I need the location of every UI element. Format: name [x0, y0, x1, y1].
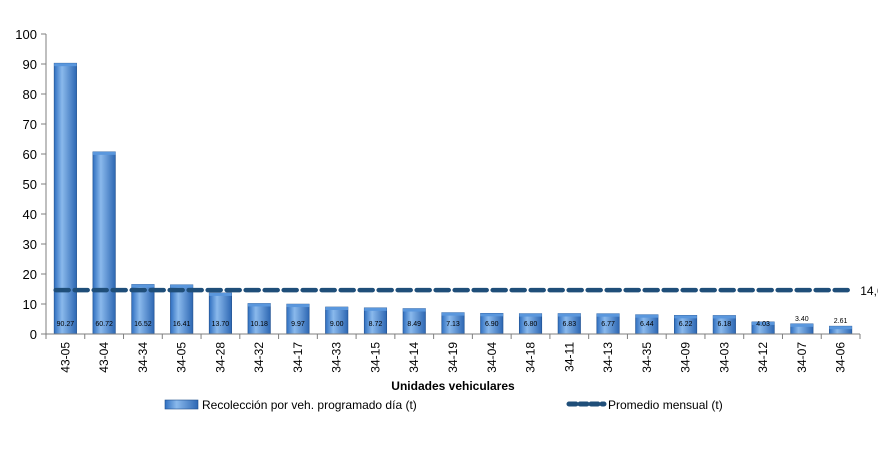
bar-value-label-34-17: 9.97 — [291, 321, 305, 328]
bar-value-label-34-18: 6.80 — [524, 321, 538, 328]
bar-value-label-34-05: 16.41 — [173, 321, 191, 328]
x-tick-label-34-18: 34-18 — [524, 342, 538, 373]
bar-top-34-12 — [751, 321, 775, 325]
x-tick-label-43-04: 43-04 — [97, 342, 111, 373]
bar-top-34-17 — [286, 304, 310, 308]
y-tick-label: 50 — [23, 177, 37, 192]
bar-top-34-05 — [170, 284, 193, 288]
bar-top-34-09 — [674, 315, 697, 319]
bar-top-34-06 — [829, 326, 852, 330]
bar-value-label-34-34: 16.52 — [134, 321, 152, 328]
y-tick-label: 0 — [30, 327, 37, 342]
x-tick-label-43-05: 43-05 — [58, 342, 72, 373]
bar-value-label-34-09: 6.22 — [679, 321, 693, 328]
bar-value-label-34-15: 8.72 — [369, 321, 383, 328]
y-tick-label: 30 — [23, 237, 37, 252]
y-tick-label: 10 — [23, 297, 37, 312]
bar-43-04 — [92, 151, 116, 335]
bar-top-34-04 — [480, 313, 504, 317]
bar-top-34-15 — [364, 307, 387, 311]
legend-bar-swatch — [164, 399, 199, 410]
y-tick-label: 100 — [15, 27, 37, 42]
bar-top-34-07 — [790, 323, 814, 327]
bar-data-labels: 90.27 60.72 16.52 16.41 13.70 10.18 9.97 9.00 8.… — [57, 316, 848, 328]
legend-line-label: Promedio mensual (t) — [608, 398, 723, 412]
x-tick-label-34-19: 34-19 — [446, 342, 460, 373]
bars — [53, 62, 853, 335]
average-value-label: 14,64 — [860, 284, 878, 298]
bar-value-label-34-13: 6.77 — [601, 321, 615, 328]
bar-value-label-34-12: 4.03 — [756, 321, 770, 328]
bar-value-label-43-05: 90.27 — [57, 321, 75, 328]
y-tick-label: 90 — [23, 57, 37, 72]
x-tick-label-34-03: 34-03 — [717, 342, 731, 373]
bar-value-label-34-35: 6.44 — [640, 321, 654, 328]
bar-top-34-19 — [441, 312, 465, 316]
x-tick-label-34-06: 34-06 — [834, 342, 848, 373]
x-axis-ticks: 43-05 43-04 34-34 34-05 34-28 34-32 34-17 34-33… — [45, 334, 861, 373]
bar-top-43-04 — [92, 151, 116, 155]
bar-value-label-34-28: 13.70 — [212, 321, 230, 328]
x-tick-label-34-34: 34-34 — [136, 342, 150, 373]
x-axis-title: Unidades vehiculares — [391, 379, 515, 393]
axes — [45, 34, 860, 335]
bar-top-34-14 — [402, 308, 426, 312]
x-tick-label-34-17: 34-17 — [291, 342, 305, 373]
x-tick-label-34-12: 34-12 — [756, 342, 770, 373]
x-tick-label-34-05: 34-05 — [175, 342, 189, 373]
bar-top-34-34 — [131, 284, 155, 288]
bar-top-34-13 — [596, 313, 620, 317]
bar-value-label-34-11: 6.83 — [562, 321, 576, 328]
bar-value-label-34-14: 8.49 — [407, 321, 421, 328]
bar-top-34-11 — [558, 313, 581, 317]
x-tick-label-34-04: 34-04 — [485, 342, 499, 373]
bar-top-34-03 — [713, 315, 736, 319]
x-tick-label-34-14: 34-14 — [407, 342, 421, 373]
x-tick-label-34-07: 34-07 — [795, 342, 809, 373]
bar-34-32 — [247, 303, 271, 335]
bar-top-34-28 — [209, 292, 232, 296]
y-tick-label: 70 — [23, 117, 37, 132]
legend-bar-label: Recolección por veh. programado día (t) — [202, 398, 417, 412]
y-tick-label: 60 — [23, 147, 37, 162]
bar-value-label-34-07: 3.40 — [795, 316, 809, 323]
y-axis-ticks: 0 10 20 30 40 50 60 70 80 90 100 — [15, 27, 46, 342]
bar-value-label-34-19: 7.13 — [446, 321, 460, 328]
legend: Recolección por veh. programado día (t) … — [164, 398, 723, 412]
x-tick-label-34-13: 34-13 — [601, 342, 615, 373]
x-tick-label-34-33: 34-33 — [330, 342, 344, 373]
bar-34-17 — [286, 303, 310, 335]
bar-value-label-34-33: 9.00 — [330, 321, 344, 328]
average-line: 14,64 — [53, 284, 878, 298]
bar-value-label-34-03: 6.18 — [718, 321, 732, 328]
bar-value-label-34-04: 6.90 — [485, 321, 499, 328]
x-tick-label-34-35: 34-35 — [640, 342, 654, 373]
x-tick-label-34-15: 34-15 — [368, 342, 382, 373]
y-tick-label: 40 — [23, 207, 37, 222]
bar-value-label-34-32: 10.18 — [250, 321, 268, 328]
bar-value-label-43-04: 60.72 — [95, 321, 113, 328]
x-tick-label-34-28: 34-28 — [213, 342, 227, 373]
y-tick-label: 80 — [23, 87, 37, 102]
x-tick-label-34-11: 34-11 — [562, 342, 576, 372]
bar-value-label-34-06: 2.61 — [834, 318, 848, 325]
bar-top-34-18 — [519, 313, 542, 317]
x-tick-label-34-32: 34-32 — [252, 342, 266, 373]
bar-43-05 — [53, 62, 77, 335]
bar-top-34-33 — [325, 307, 348, 310]
x-tick-label-34-09: 34-09 — [679, 342, 693, 373]
bar-top-34-35 — [635, 314, 659, 318]
bar-top-34-32 — [247, 303, 271, 307]
bar-top-43-05 — [54, 63, 77, 67]
y-tick-label: 20 — [23, 267, 37, 282]
